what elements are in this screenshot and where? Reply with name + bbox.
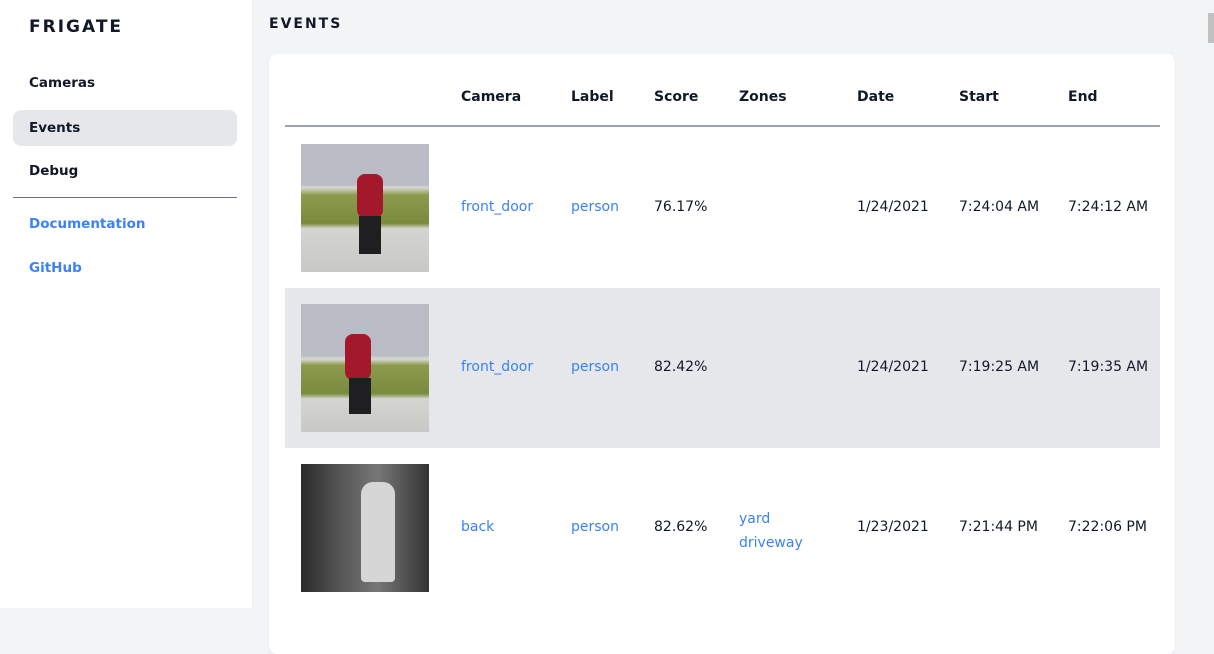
app-logo[interactable]: FRIGATE [29, 17, 124, 37]
sidebar-item-debug[interactable]: Debug [29, 163, 79, 179]
column-end: End [1068, 89, 1098, 105]
date: 1/23/2021 [857, 519, 929, 535]
camera-link[interactable]: front_door [461, 199, 534, 215]
date: 1/24/2021 [857, 199, 929, 215]
column-camera: Camera [461, 89, 522, 105]
scrollbar[interactable] [1206, 0, 1214, 608]
sidebar-item-events[interactable]: Events [13, 110, 237, 146]
start-time: 7:21:44 PM [959, 519, 1038, 535]
score: 82.42% [654, 359, 708, 375]
table-row[interactable]: front_door person 76.17% 1/24/2021 7:24:… [285, 128, 1160, 288]
scrollbar-thumb[interactable] [1208, 13, 1214, 43]
documentation-link[interactable]: Documentation [29, 216, 146, 232]
event-thumbnail[interactable] [301, 144, 429, 272]
zone-link[interactable]: yard [739, 511, 771, 527]
sidebar-divider [13, 197, 237, 198]
events-table: Camera Label Score Zones Date Start End … [269, 54, 1175, 654]
page-title: EVENTS [269, 16, 343, 32]
github-link[interactable]: GitHub [29, 260, 82, 276]
camera-link[interactable]: front_door [461, 359, 534, 375]
column-zones: Zones [739, 89, 787, 105]
camera-link[interactable]: back [461, 519, 495, 535]
start-time: 7:24:04 AM [959, 199, 1040, 215]
end-time: 7:22:06 PM [1068, 519, 1147, 535]
label-link[interactable]: person [571, 199, 619, 215]
end-time: 7:19:35 AM [1068, 359, 1149, 375]
zones: yard driveway [739, 507, 803, 555]
table-header: Camera Label Score Zones Date Start End [285, 54, 1160, 127]
start-time: 7:19:25 AM [959, 359, 1040, 375]
column-date: Date [857, 89, 895, 105]
score: 82.62% [654, 519, 708, 535]
end-time: 7:24:12 AM [1068, 199, 1149, 215]
column-start: Start [959, 89, 999, 105]
column-label: Label [571, 89, 614, 105]
column-score: Score [654, 89, 699, 105]
score: 76.17% [654, 199, 708, 215]
table-row[interactable]: front_door person 82.42% 1/24/2021 7:19:… [285, 288, 1160, 448]
label-link[interactable]: person [571, 359, 619, 375]
sidebar-item-cameras[interactable]: Cameras [29, 75, 96, 91]
zone-link[interactable]: driveway [739, 535, 803, 551]
sidebar: FRIGATE Cameras Events Debug Documentati… [0, 0, 253, 608]
event-thumbnail[interactable] [301, 304, 429, 432]
date: 1/24/2021 [857, 359, 929, 375]
label-link[interactable]: person [571, 519, 619, 535]
event-thumbnail[interactable] [301, 464, 429, 592]
table-row[interactable]: back person 82.62% yard driveway 1/23/20… [285, 448, 1160, 608]
